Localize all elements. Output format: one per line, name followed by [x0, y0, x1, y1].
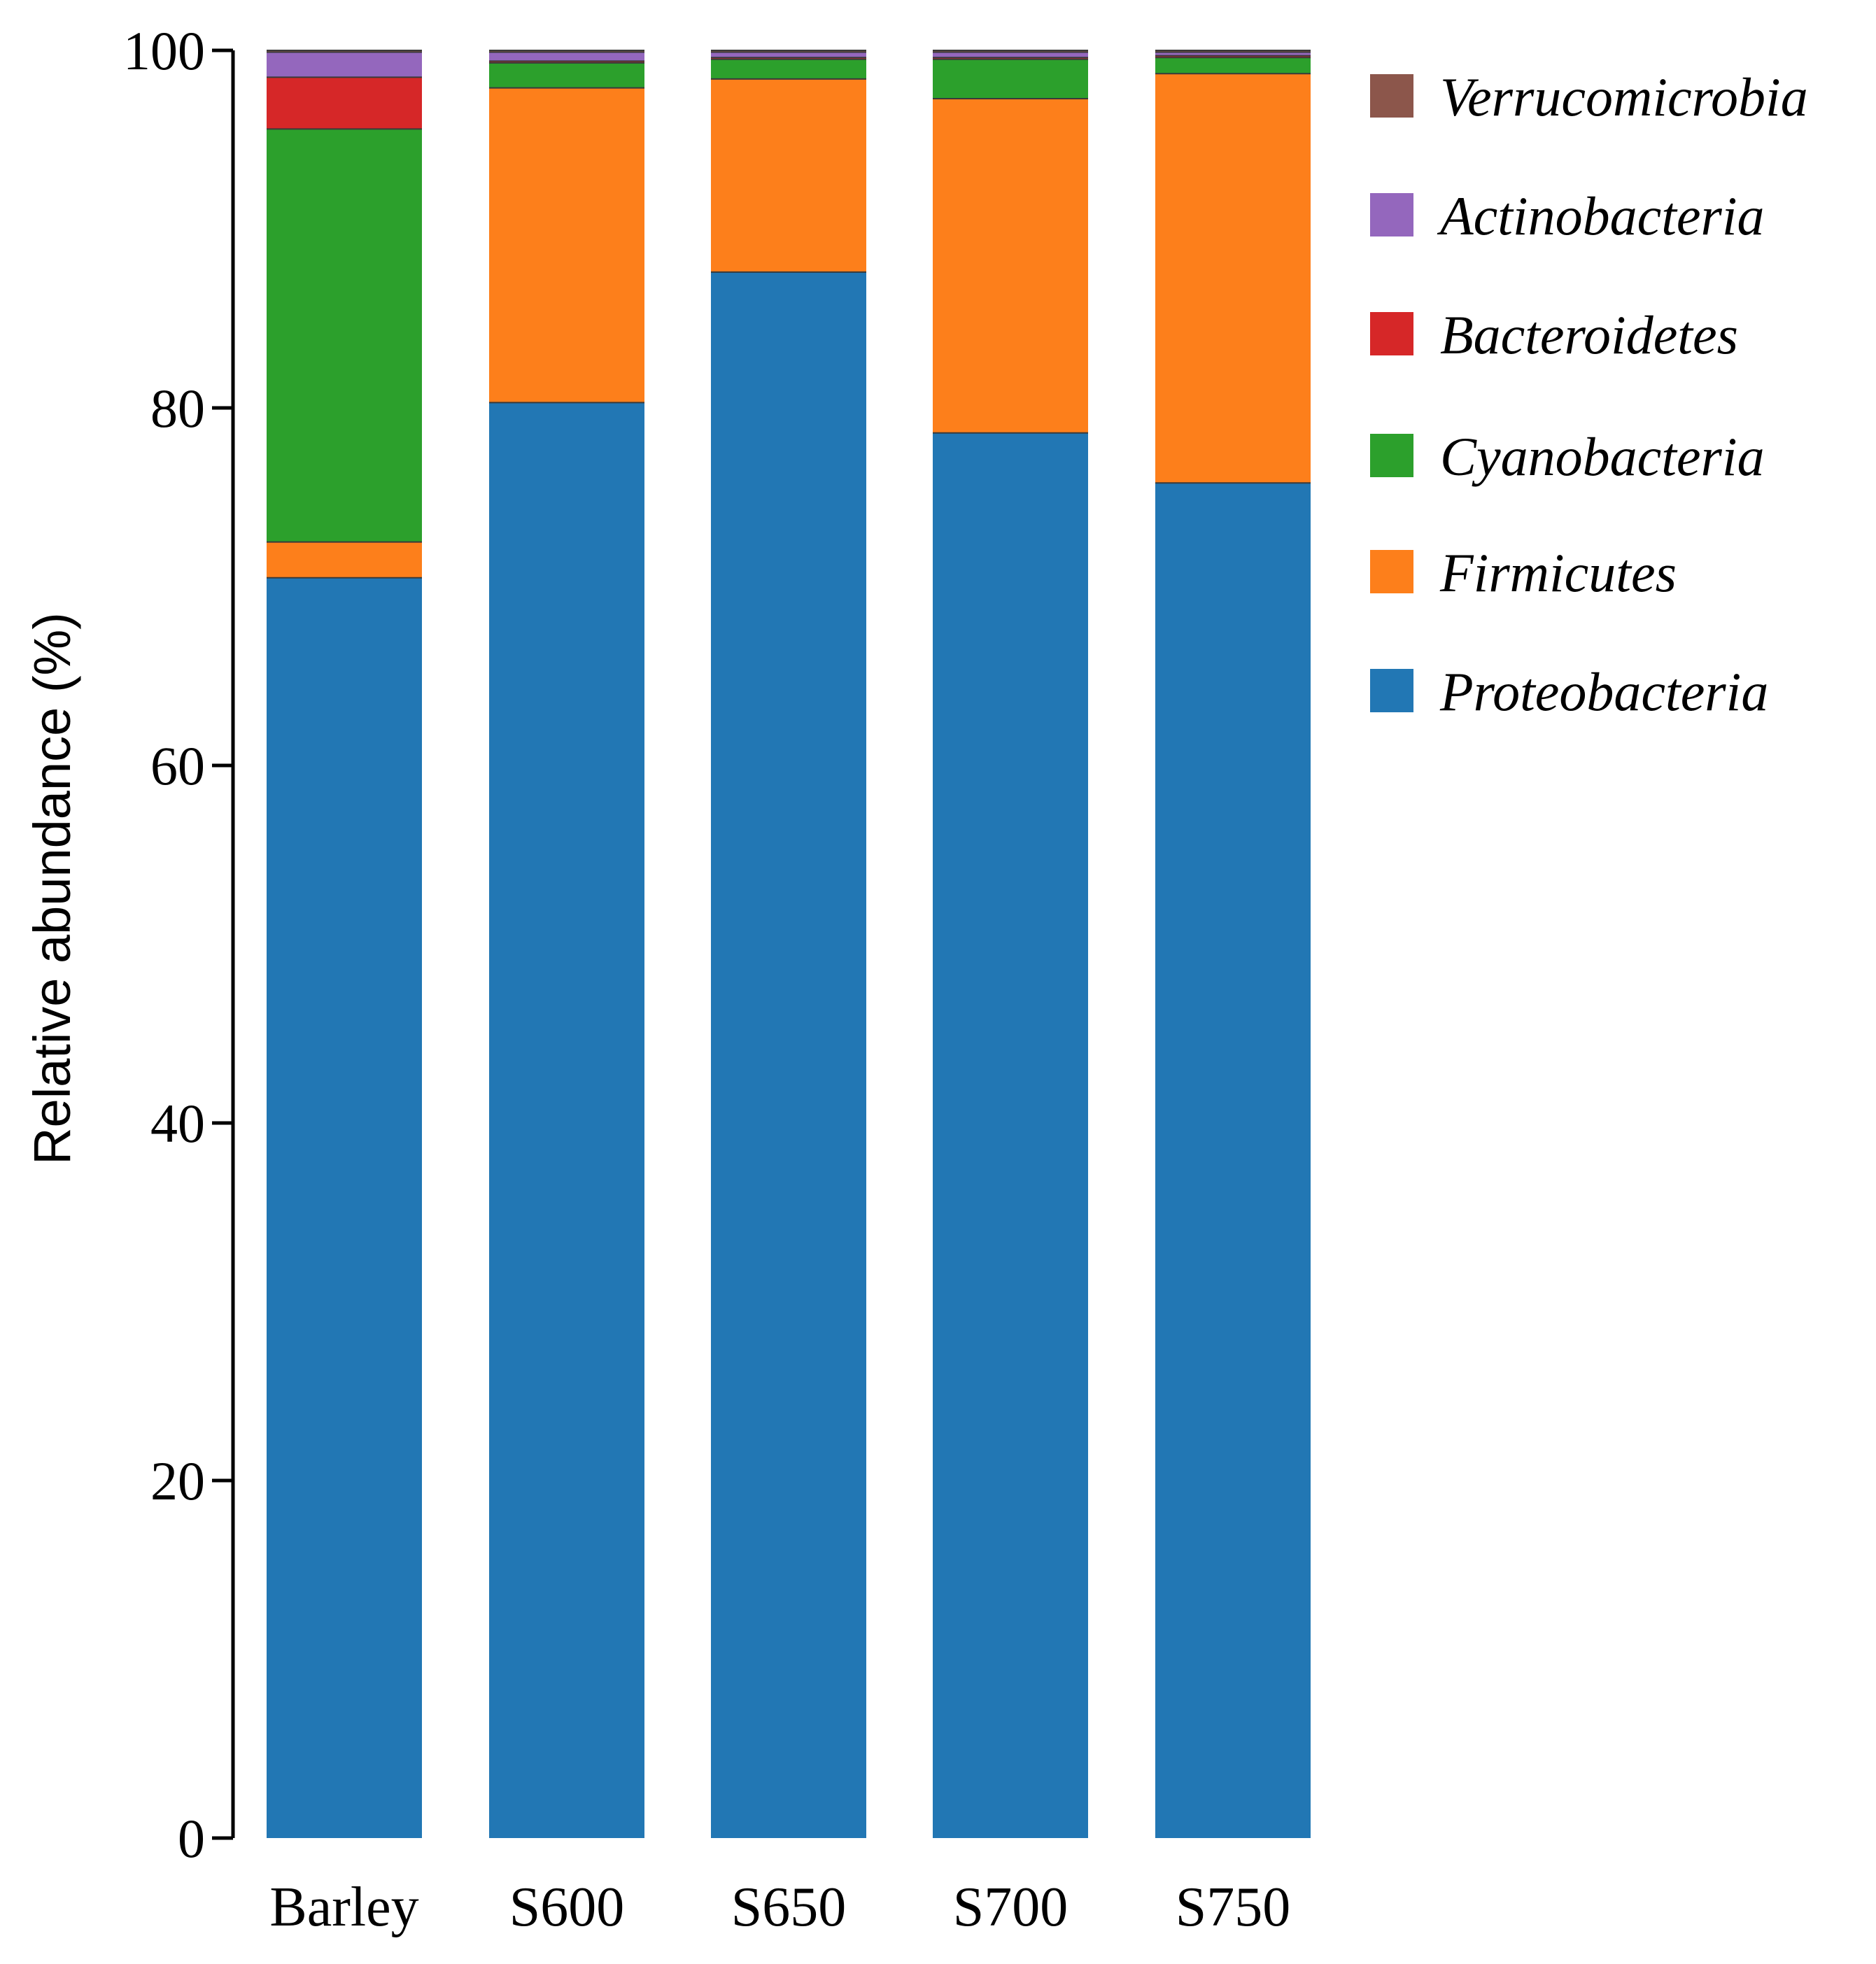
legend-swatch-cyanobacteria [1370, 434, 1413, 477]
legend-label-cyanobacteria: Cyanobacteria [1440, 426, 1765, 487]
legend-swatch-bacteroidetes [1370, 312, 1413, 355]
bar-segment-s750-firmicutes [1155, 73, 1311, 483]
y-axis-title: Relative abundance (%) [23, 612, 81, 1165]
bar-segment-s650-verrucomicrobia [711, 50, 866, 52]
bar-segment-s750-bacteroidetes [1155, 55, 1311, 58]
bar-segment-s650-cyanobacteria [711, 59, 866, 79]
bar-segment-s600-verrucomicrobia [489, 50, 644, 52]
bar-segment-s700-cyanobacteria [933, 59, 1088, 99]
y-axis: 0 20 40 60 80 100 [123, 20, 235, 1869]
legend-label-actinobacteria: Actinobacteria [1437, 185, 1765, 246]
bar-segment-s700-actinobacteria [933, 52, 1088, 58]
bar-segment-s700-verrucomicrobia [933, 50, 1088, 52]
bar-segment-s750-verrucomicrobia [1155, 50, 1311, 52]
bar-segment-barley-bacteroidetes [267, 77, 422, 129]
y-tick-label: 20 [150, 1450, 205, 1511]
bar-segment-s700-bacteroidetes [933, 57, 1088, 59]
y-tick-label: 80 [150, 378, 205, 439]
y-tick-label: 100 [123, 20, 205, 81]
y-tick-label: 0 [178, 1808, 205, 1869]
x-tick-label: S600 [509, 1877, 625, 1938]
x-axis-labels: Barley S600 S650 S700 S750 [269, 1877, 1290, 1938]
bar-segment-s650-actinobacteria [711, 52, 866, 58]
legend-swatch-proteobacteria [1370, 669, 1413, 712]
bar-segment-s600-firmicutes [489, 87, 644, 403]
legend-swatch-firmicutes [1370, 550, 1413, 593]
bar-segment-s750-proteobacteria [1155, 483, 1311, 1838]
bar-segment-s600-cyanobacteria [489, 62, 644, 88]
x-tick-label: S700 [953, 1877, 1069, 1938]
bar-segment-s650-bacteroidetes [711, 57, 866, 59]
bar-segment-s700-firmicutes [933, 98, 1088, 433]
bar-segment-barley-actinobacteria [267, 52, 422, 78]
bars-group [267, 50, 1311, 1839]
x-tick-label: Barley [269, 1877, 418, 1938]
bar-segment-s600-bacteroidetes [489, 61, 644, 63]
y-tick-label: 60 [150, 735, 205, 796]
bar-segment-barley-firmicutes [267, 542, 422, 578]
y-tick-label: 40 [150, 1093, 205, 1154]
legend-label-firmicutes: Firmicutes [1439, 542, 1677, 603]
bar-segment-s700-proteobacteria [933, 432, 1088, 1838]
x-tick-label: S750 [1176, 1877, 1291, 1938]
legend-label-bacteroidetes: Bacteroidetes [1440, 304, 1738, 365]
bar-segment-s750-actinobacteria [1155, 52, 1311, 56]
legend-label-verrucomicrobia: Verrucomicrobia [1440, 66, 1808, 127]
legend-swatch-actinobacteria [1370, 193, 1413, 236]
bar-segment-s650-proteobacteria [711, 271, 866, 1838]
bar-segment-s650-firmicutes [711, 78, 866, 272]
bar-segment-barley-verrucomicrobia [267, 50, 422, 52]
legend: Verrucomicrobia Actinobacteria Bacteroidet… [1370, 66, 1808, 722]
bar-segment-barley-cyanobacteria [267, 129, 422, 542]
legend-label-proteobacteria: Proteobacteria [1439, 661, 1768, 722]
x-tick-label: S650 [731, 1877, 847, 1938]
bar-segment-s600-proteobacteria [489, 402, 644, 1839]
bar-segment-s750-cyanobacteria [1155, 57, 1311, 74]
bar-segment-barley-proteobacteria [267, 577, 422, 1838]
legend-swatch-verrucomicrobia [1370, 74, 1413, 118]
bar-segment-s600-actinobacteria [489, 52, 644, 62]
